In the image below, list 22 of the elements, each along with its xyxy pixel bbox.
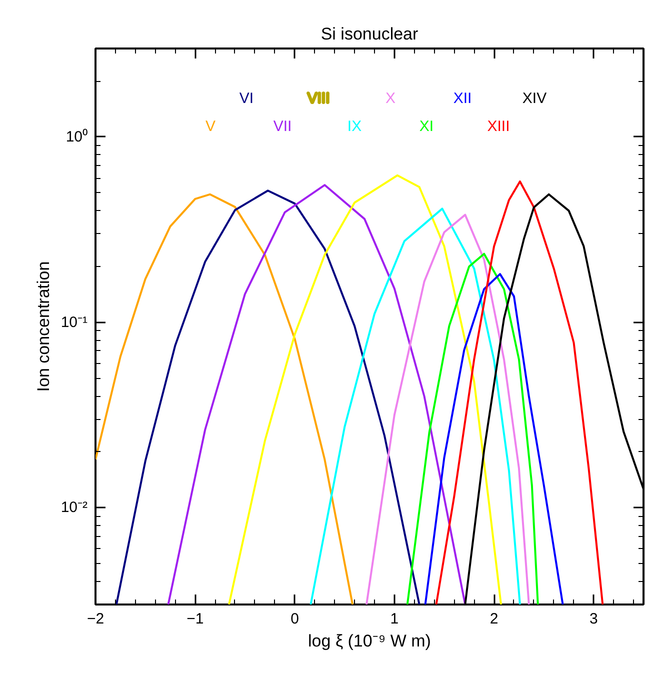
text: XII <box>453 90 472 107</box>
text: V <box>206 118 216 135</box>
text: VIII <box>307 90 330 107</box>
y-axis-title: Ion concentration <box>34 261 53 392</box>
x-tick-label: 0 <box>290 610 299 628</box>
x-tick-label: −1 <box>186 610 204 628</box>
text: IX <box>347 118 362 135</box>
y-tick-label: 10⁰ <box>66 128 88 146</box>
text: XI <box>419 118 434 135</box>
text: VI <box>239 90 254 107</box>
text: XIV <box>522 90 547 107</box>
x-axis-title: log ξ (10⁻⁹ W m) <box>308 632 431 650</box>
text: X <box>386 90 396 107</box>
x-tick-label: 2 <box>490 610 498 628</box>
y-tick-label: 10⁻¹ <box>60 314 88 331</box>
text: XIII <box>487 118 510 135</box>
x-tick-label: 1 <box>390 610 399 628</box>
x-tick-label: −2 <box>86 610 104 628</box>
x-tick-label: 3 <box>590 610 598 628</box>
chart-title: Si isonuclear <box>320 24 418 44</box>
text: VII <box>273 118 292 135</box>
y-tick-label: 10⁻² <box>60 499 88 516</box>
